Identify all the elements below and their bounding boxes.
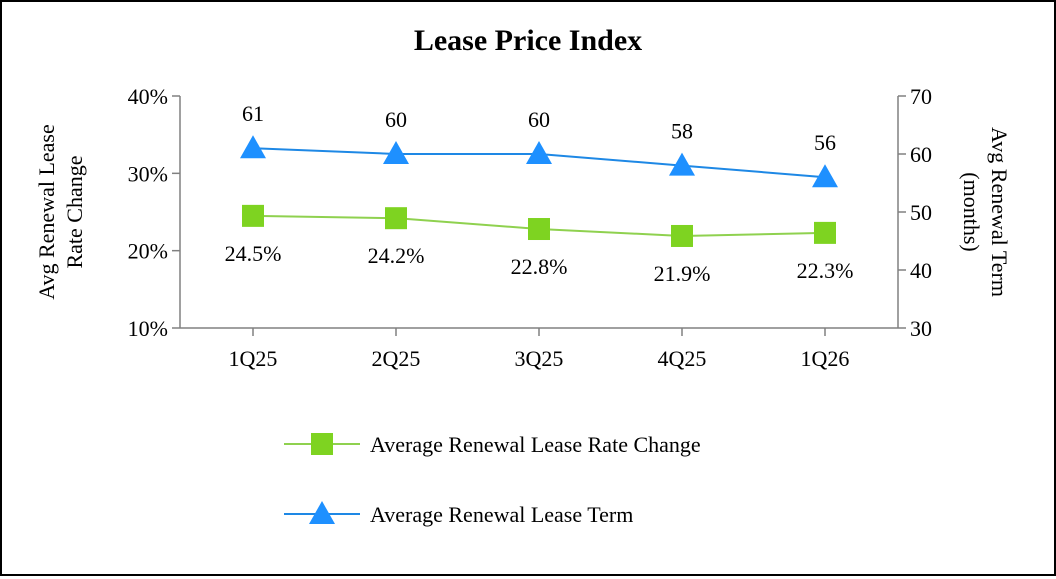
- left-tick-label: 10%: [128, 316, 168, 341]
- x-tick-label: 4Q25: [658, 346, 707, 371]
- data-label: 24.2%: [368, 243, 425, 268]
- data-point-square: [528, 218, 550, 241]
- right-tick-label: 70: [910, 84, 932, 109]
- data-point-square: [242, 204, 264, 227]
- data-label: 56: [814, 130, 836, 155]
- x-axis-ticks: 1Q25 2Q25 3Q25 4Q25 1Q26: [229, 328, 850, 371]
- x-tick-label: 3Q25: [515, 346, 564, 371]
- data-point-square: [814, 221, 836, 244]
- data-label: 60: [385, 107, 407, 132]
- right-axis-ticks: 30 40 50 60 70: [898, 84, 932, 341]
- x-tick-label: 1Q26: [801, 346, 850, 371]
- data-point-square: [385, 207, 407, 230]
- data-label: 60: [528, 107, 550, 132]
- chart-title: Lease Price Index: [414, 24, 642, 57]
- left-axis-title-line: Avg Renewal Lease: [34, 124, 59, 300]
- left-axis-ticks: 10% 20% 30% 40%: [128, 84, 180, 341]
- left-axis-title: Avg Renewal Lease Rate Change: [34, 124, 87, 300]
- right-tick-label: 40: [910, 258, 932, 283]
- x-tick-label: 2Q25: [372, 346, 421, 371]
- data-label: 22.3%: [797, 258, 854, 283]
- left-tick-label: 20%: [128, 239, 168, 264]
- data-point-triangle: [240, 135, 266, 159]
- right-axis-title-line: (months): [959, 172, 984, 251]
- series-rate-change: 24.5% 24.2% 22.8% 21.9% 22.3%: [225, 204, 854, 286]
- left-tick-label: 40%: [128, 84, 168, 109]
- legend-item: Average Renewal Lease Term: [284, 501, 633, 527]
- legend-triangle-marker: [309, 501, 335, 524]
- right-axis-title-line: Avg Renewal Term: [987, 127, 1012, 297]
- data-label: 21.9%: [654, 261, 711, 286]
- series-lease-term: 61 60 60 58 56: [240, 101, 838, 188]
- data-point-triangle: [383, 141, 409, 164]
- data-label: 61: [242, 101, 264, 126]
- data-label: 24.5%: [225, 241, 282, 266]
- data-label: 58: [671, 119, 693, 144]
- x-tick-label: 1Q25: [229, 346, 278, 371]
- data-point-triangle: [669, 152, 695, 176]
- right-axis-title: Avg Renewal Term(months): [959, 127, 1012, 297]
- right-tick-label: 50: [910, 200, 932, 225]
- right-tick-label: 30: [910, 316, 932, 341]
- legend-square-marker: [311, 433, 333, 455]
- data-point-square: [671, 224, 693, 247]
- left-axis-label: Avg Renewal Lease Rate Change: [34, 124, 87, 300]
- legend-label: Average Renewal Lease Rate Change: [370, 432, 701, 457]
- right-axis-label: Avg Renewal Term(months): [959, 127, 1012, 297]
- series-layer: 24.5% 24.2% 22.8% 21.9% 22.3% 61 60 60 58 56: [225, 101, 854, 286]
- right-tick-label: 60: [910, 142, 932, 167]
- data-point-triangle: [526, 141, 552, 164]
- left-axis-title-line: Rate Change: [62, 155, 87, 268]
- data-point-triangle: [812, 164, 838, 188]
- data-label: 22.8%: [511, 254, 568, 279]
- legend: Average Renewal Lease Rate Change Average…: [284, 432, 701, 527]
- left-tick-label: 30%: [128, 161, 168, 186]
- legend-label: Average Renewal Lease Term: [370, 502, 633, 527]
- legend-item: Average Renewal Lease Rate Change: [284, 432, 701, 457]
